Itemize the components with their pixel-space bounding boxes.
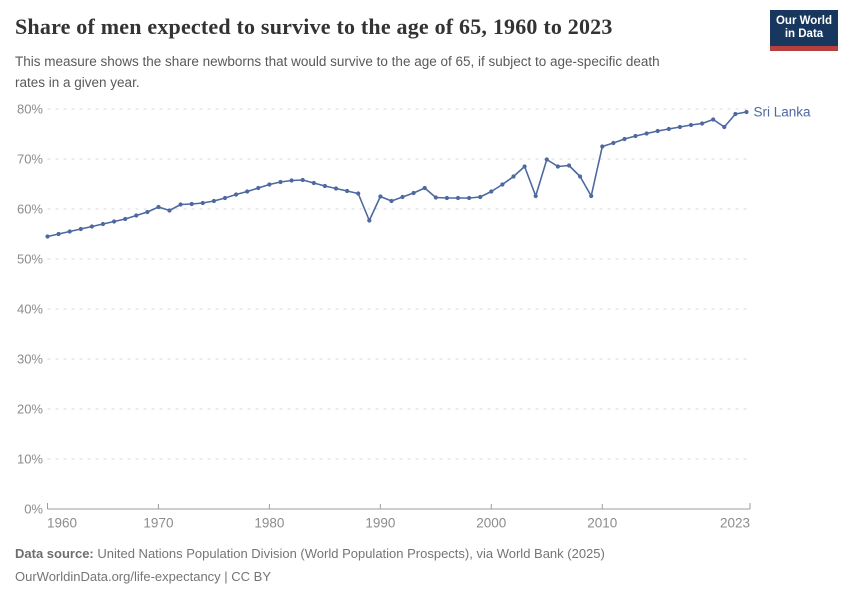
- data-point-1963: [78, 226, 83, 232]
- data-point-1960: [45, 234, 50, 239]
- data-point-1987: [345, 188, 350, 194]
- y-axis-label-20: 20%: [17, 402, 43, 417]
- x-axis-label-1980: 1980: [254, 516, 284, 531]
- data-point-1970: [156, 204, 161, 210]
- data-point-1996: [444, 195, 449, 201]
- data-point-1992: [400, 194, 405, 200]
- data-point-2014: [644, 131, 649, 136]
- y-axis-label-70: 70%: [17, 152, 43, 167]
- data-point-1986: [333, 186, 339, 191]
- data-point-2006: [555, 164, 561, 169]
- series-end-label: Sri Lanka: [754, 105, 812, 120]
- data-point-1998: [467, 195, 472, 201]
- data-point-2016: [666, 126, 671, 132]
- x-axis-label-1970: 1970: [143, 516, 173, 531]
- data-point-1982: [289, 178, 294, 183]
- data-point-2007: [566, 163, 572, 168]
- data-source-line: Data source: United Nations Population D…: [15, 543, 815, 566]
- data-point-2010: [600, 144, 605, 149]
- data-point-1978: [245, 189, 250, 194]
- data-point-1997: [455, 195, 461, 201]
- data-point-1962: [67, 229, 72, 234]
- data-point-1990: [378, 194, 383, 199]
- data-point-1972: [178, 202, 183, 207]
- data-point-2000: [489, 189, 494, 194]
- data-point-1989: [367, 218, 372, 223]
- x-axis-label-1960: 1960: [47, 516, 77, 531]
- data-source-text: United Nations Population Division (Worl…: [93, 546, 605, 561]
- data-point-2001: [500, 182, 505, 187]
- data-point-2019: [700, 121, 705, 126]
- data-point-2015: [655, 128, 660, 134]
- chart-title: Share of men expected to survive to the …: [15, 14, 613, 39]
- data-point-1977: [234, 192, 239, 197]
- data-point-1993: [411, 190, 416, 196]
- data-point-1976: [222, 195, 228, 201]
- data-point-2013: [633, 133, 638, 139]
- data-source-label: Data source:: [15, 546, 94, 561]
- data-point-1968: [134, 213, 139, 218]
- data-point-1985: [322, 183, 327, 189]
- chart-subtitle: This measure shows the share newborns th…: [15, 51, 745, 93]
- data-point-1964: [89, 224, 94, 229]
- chart-subtitle-line1: This measure shows the share newborns th…: [15, 54, 660, 69]
- x-axis-label-2023: 2023: [720, 516, 750, 531]
- y-axis-label-80: 80%: [17, 102, 43, 117]
- y-axis-label-10: 10%: [17, 452, 43, 467]
- data-point-1969: [145, 209, 150, 215]
- data-point-1974: [200, 200, 205, 206]
- x-axis-label-2010: 2010: [587, 516, 617, 531]
- chart-footer: Data source: United Nations Population D…: [15, 543, 815, 588]
- y-axis-label-50: 50%: [17, 252, 43, 267]
- data-point-1984: [311, 180, 316, 186]
- data-point-1983: [300, 177, 305, 183]
- data-point-2021: [722, 124, 727, 130]
- data-point-1966: [112, 219, 117, 224]
- data-point-2002: [511, 174, 516, 179]
- series-line-sri-lanka: [46, 111, 748, 238]
- data-point-1994: [422, 185, 427, 191]
- x-axis-label-2000: 2000: [476, 516, 506, 531]
- data-point-2023: [744, 109, 749, 115]
- owid-logo: Our World in Data: [770, 10, 838, 51]
- chart-subtitle-line2: rates in a given year.: [15, 75, 140, 90]
- data-point-2008: [578, 174, 583, 179]
- data-point-2005: [544, 157, 549, 162]
- data-point-2012: [622, 136, 627, 142]
- data-point-1975: [211, 198, 216, 204]
- data-point-2020: [711, 117, 716, 122]
- data-point-1980: [267, 182, 272, 187]
- license-line: OurWorldinData.org/life-expectancy | CC …: [15, 568, 272, 584]
- data-point-1988: [356, 191, 361, 196]
- y-axis-label-0: 0%: [24, 502, 43, 517]
- data-point-1961: [56, 231, 61, 237]
- data-point-1971: [167, 208, 172, 213]
- data-point-1973: [189, 201, 194, 207]
- data-point-2018: [688, 122, 694, 128]
- data-point-1979: [256, 185, 261, 191]
- y-axis-label-30: 30%: [17, 352, 43, 367]
- y-axis-label-60: 60%: [17, 202, 43, 217]
- data-point-2011: [611, 140, 616, 146]
- data-point-1981: [278, 179, 283, 185]
- data-point-2022: [733, 111, 738, 117]
- data-point-1967: [123, 216, 128, 222]
- data-point-2009: [589, 193, 594, 199]
- data-point-2017: [677, 124, 683, 130]
- data-point-2004: [533, 193, 538, 199]
- x-axis-label-1990: 1990: [365, 516, 395, 531]
- owid-logo-line1: Our World: [775, 14, 832, 27]
- y-axis-label-40: 40%: [17, 302, 43, 317]
- data-point-2003: [522, 164, 527, 169]
- data-point-1999: [478, 194, 483, 200]
- data-point-1991: [389, 198, 394, 204]
- data-point-1995: [433, 195, 438, 200]
- data-point-1965: [100, 221, 106, 227]
- owid-logo-line2: in Data: [784, 28, 824, 40]
